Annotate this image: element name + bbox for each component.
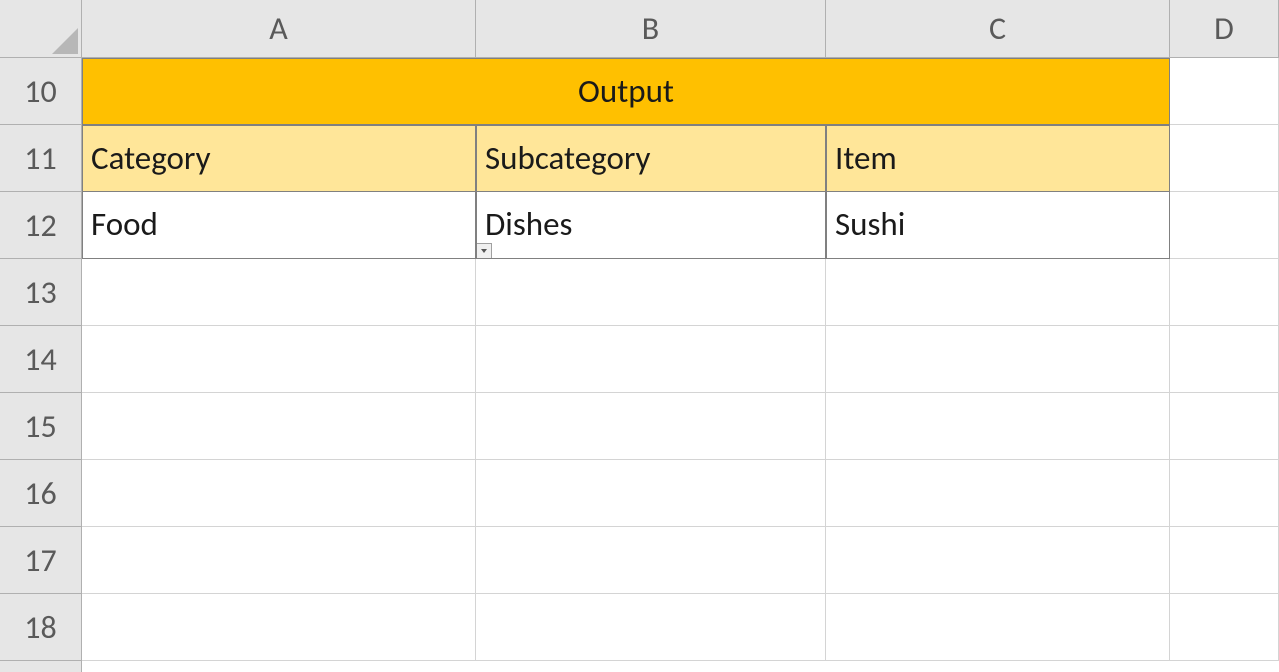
cell-A12[interactable]: Food [82, 192, 476, 259]
table-row [82, 527, 1279, 594]
cell-D15[interactable] [1170, 393, 1279, 460]
cell-C13[interactable] [826, 259, 1170, 326]
cell-value: Dishes [485, 204, 572, 244]
table-row [82, 326, 1279, 393]
cell-C12[interactable]: Sushi [826, 192, 1170, 259]
cell-A16[interactable] [82, 460, 476, 527]
cell-C17[interactable] [826, 527, 1170, 594]
row-header-14[interactable]: 14 [0, 326, 81, 393]
cell-A13[interactable] [82, 259, 476, 326]
cell-D11[interactable] [1170, 125, 1279, 192]
col-header-D[interactable]: D [1170, 0, 1279, 57]
cell-D17[interactable] [1170, 527, 1279, 594]
col-header-C[interactable]: C [826, 0, 1170, 57]
cell-C18[interactable] [826, 594, 1170, 661]
row-header-13[interactable]: 13 [0, 259, 81, 326]
row-header-15[interactable]: 15 [0, 393, 81, 460]
cell-C15[interactable] [826, 393, 1170, 460]
row-header-16[interactable]: 16 [0, 460, 81, 527]
cell-B12[interactable]: Dishes [476, 192, 826, 259]
dropdown-icon[interactable] [476, 243, 492, 259]
table-row [82, 393, 1279, 460]
table-row: Output [82, 58, 1279, 125]
cell-D12[interactable] [1170, 192, 1279, 259]
spreadsheet-view: A B C D 10 11 12 13 14 15 16 17 18 Outpu… [0, 0, 1279, 672]
select-all-corner[interactable] [0, 0, 82, 58]
cell-B17[interactable] [476, 527, 826, 594]
row-headers: 10 11 12 13 14 15 16 17 18 [0, 58, 82, 672]
row-header-17[interactable]: 17 [0, 527, 81, 594]
cell-B18[interactable] [476, 594, 826, 661]
cell-C11[interactable]: Item [826, 125, 1170, 192]
cell-D13[interactable] [1170, 259, 1279, 326]
cell-grid: Output Category Subcategory Item Food Di… [82, 58, 1279, 672]
table-row [82, 259, 1279, 326]
cell-D18[interactable] [1170, 594, 1279, 661]
table-row: Food Dishes Sushi [82, 192, 1279, 259]
cell-C14[interactable] [826, 326, 1170, 393]
table-row [82, 460, 1279, 527]
row-header-10[interactable]: 10 [0, 58, 81, 125]
cell-A18[interactable] [82, 594, 476, 661]
cell-B15[interactable] [476, 393, 826, 460]
cell-D10[interactable] [1170, 58, 1279, 125]
col-header-A[interactable]: A [82, 0, 476, 57]
row-header-18[interactable]: 18 [0, 594, 81, 661]
row-header-11[interactable]: 11 [0, 125, 81, 192]
cell-A17[interactable] [82, 527, 476, 594]
cell-B11[interactable]: Subcategory [476, 125, 826, 192]
row-header-12[interactable]: 12 [0, 192, 81, 259]
cell-A10-merged-title[interactable]: Output [82, 58, 1170, 125]
cell-B14[interactable] [476, 326, 826, 393]
table-row [82, 594, 1279, 661]
cell-B16[interactable] [476, 460, 826, 527]
cell-A15[interactable] [82, 393, 476, 460]
col-header-B[interactable]: B [476, 0, 826, 57]
column-headers: A B C D [82, 0, 1279, 58]
table-row: Category Subcategory Item [82, 125, 1279, 192]
cell-B13[interactable] [476, 259, 826, 326]
cell-A11[interactable]: Category [82, 125, 476, 192]
cell-A14[interactable] [82, 326, 476, 393]
cell-D14[interactable] [1170, 326, 1279, 393]
cell-C16[interactable] [826, 460, 1170, 527]
cell-D16[interactable] [1170, 460, 1279, 527]
